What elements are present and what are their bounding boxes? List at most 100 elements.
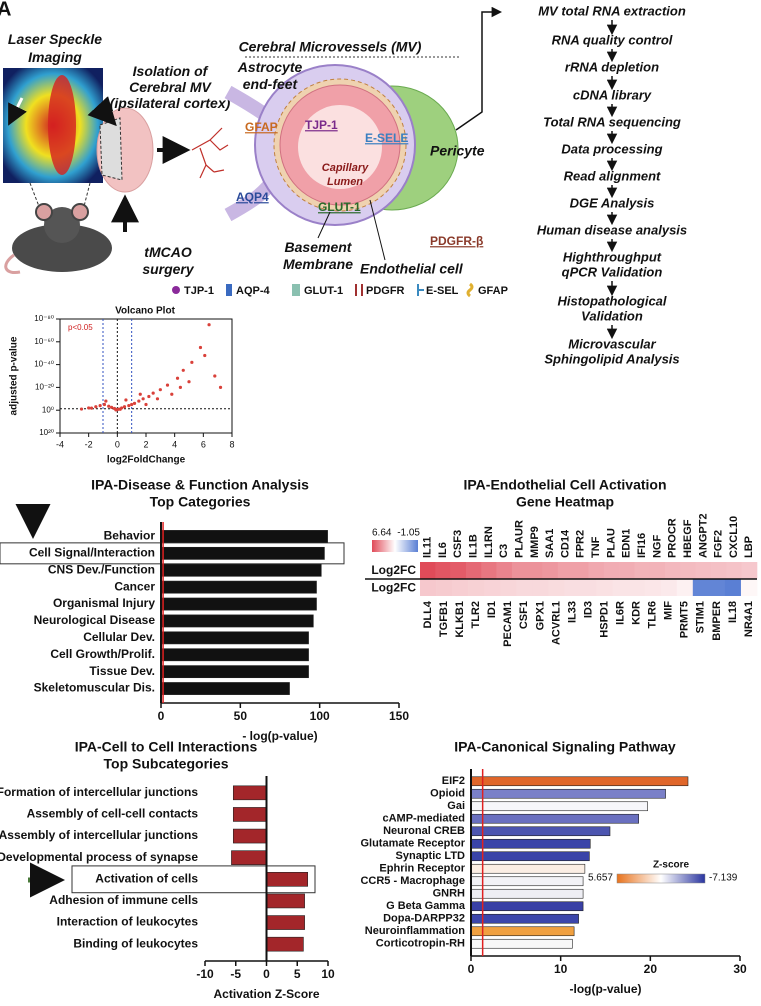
heat-cell	[450, 562, 467, 579]
row-label: Log2FC	[371, 580, 416, 594]
mouse-tail	[4, 253, 21, 275]
gene-label: NR4A1	[743, 601, 755, 637]
point	[138, 392, 142, 396]
heat-cell	[496, 562, 513, 579]
category-label: Ephrin Receptor	[379, 863, 465, 875]
point	[218, 385, 223, 389]
gfap-label: GFAP	[245, 120, 278, 134]
heat-cell	[634, 562, 651, 579]
workflow-step: Validation	[581, 308, 643, 323]
category-label: Skeletomuscular Dis.	[34, 681, 155, 695]
heat-cell	[680, 562, 697, 579]
gene-label: TLR6	[647, 601, 659, 629]
category-label: Corticotropin-RH	[376, 938, 465, 950]
workflow-step: DGE Analysis	[570, 195, 655, 210]
x-tick-label: 150	[389, 709, 409, 723]
point	[122, 405, 127, 409]
colorbar	[372, 540, 418, 552]
gene-label: KDR	[631, 601, 643, 625]
x-tick-label: -4	[56, 439, 64, 449]
mouse-ear	[71, 203, 89, 221]
gene-label: C3	[498, 544, 510, 558]
gene-label: SAA1	[544, 529, 556, 558]
chart-title: IPA-Cell to Cell Interactions	[75, 739, 258, 755]
x-tick-label: 0	[158, 709, 165, 723]
x-tick-label: 10	[321, 967, 335, 981]
gene-label: BMPER	[711, 601, 723, 641]
point	[187, 380, 191, 384]
gene-label: MMP9	[529, 526, 541, 558]
heat-cell	[692, 579, 710, 596]
workflow-step: rRNA depletion	[565, 59, 659, 74]
gene-label: IL33	[566, 601, 578, 623]
bar	[470, 801, 648, 812]
x-axis-label: Activation Z-Score	[213, 987, 319, 1001]
category-label: Binding of leukocytes	[73, 936, 198, 950]
gene-label: CXCL10	[728, 516, 740, 558]
x-tick-label: -10	[196, 967, 214, 981]
point	[147, 394, 151, 399]
gene-label: TLR2	[470, 601, 482, 629]
heat-cell	[580, 579, 597, 596]
heat-cell	[603, 562, 620, 579]
heat-cell	[628, 579, 645, 596]
point	[178, 385, 182, 389]
heat-cell	[588, 562, 605, 579]
heat-cell	[511, 562, 528, 579]
point	[87, 406, 91, 410]
bar	[470, 813, 639, 824]
category-label: EIF2	[442, 775, 465, 787]
pointer	[317, 211, 331, 239]
x-tick-label: 100	[310, 709, 330, 723]
point	[107, 404, 111, 408]
panel-label: A	[0, 0, 11, 20]
basement-label: Basement Membrane	[283, 239, 353, 272]
label-line: Astrocyte	[237, 59, 303, 75]
gene-label: TGFB1	[438, 601, 450, 637]
chart-title: IPA-Endothelial Cell Activation	[463, 477, 666, 493]
point	[207, 323, 211, 327]
point	[137, 399, 141, 403]
microvessel-tree	[191, 127, 229, 179]
isolation-arrow	[87, 96, 117, 127]
bar	[470, 876, 584, 887]
point	[98, 404, 102, 408]
label-line: surgery	[142, 261, 195, 277]
heat-cell	[612, 579, 629, 596]
gene-label: IL1RN	[483, 526, 495, 558]
pericyte-label: Pericyte	[430, 143, 485, 159]
heat-cell	[548, 579, 565, 596]
bar	[470, 938, 573, 949]
label-line: Lumen	[327, 176, 363, 188]
category-label: G Beta Gamma	[386, 900, 466, 912]
category-label: Cellular Dev.	[83, 630, 155, 644]
dashed-link	[29, 182, 46, 223]
colorbar-title: Z-score	[653, 860, 690, 871]
heat-cell	[557, 562, 574, 579]
category-label: cAMP-mediated	[382, 813, 465, 825]
category-label: Activation of cells	[95, 871, 198, 885]
point	[104, 399, 108, 403]
pointer	[369, 199, 386, 261]
bar	[160, 648, 309, 662]
glut1-label: GLUT-1	[318, 200, 361, 214]
gene-label: GPX1	[534, 601, 546, 630]
bar	[232, 807, 267, 822]
x-tick-label: 6	[201, 439, 206, 449]
category-label: Cell Growth/Prolif.	[50, 647, 155, 661]
speckle-hotspot	[48, 75, 76, 175]
heat-cell	[468, 579, 485, 596]
heat-cell	[596, 579, 613, 596]
bar	[160, 546, 325, 560]
category-label: Cancer	[114, 579, 155, 593]
point	[181, 368, 185, 372]
bar	[232, 785, 267, 801]
point	[124, 398, 128, 402]
category-label: Glutamate Receptor	[360, 838, 465, 850]
gene-label: IL11	[422, 537, 434, 558]
heat-cell	[435, 562, 451, 579]
point	[144, 402, 148, 407]
chart-subtitle: Top Subcategories	[104, 756, 229, 772]
mouse-head	[44, 207, 80, 243]
point	[203, 353, 207, 358]
